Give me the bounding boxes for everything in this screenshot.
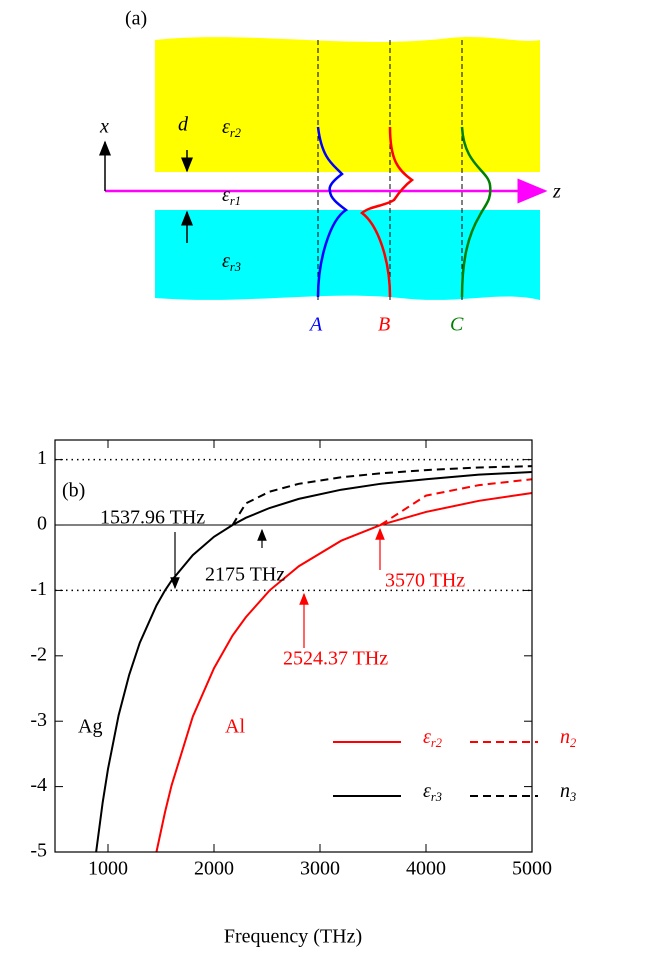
series-line bbox=[156, 493, 532, 852]
y-tick-label: -1 bbox=[30, 578, 47, 600]
y-tick-label: -4 bbox=[30, 774, 47, 796]
panel-b: Frequency (THz) (b) -5 -4 -3 -2 -1 0 1 1000 2000… bbox=[30, 440, 576, 948]
annotation: Al bbox=[225, 716, 245, 738]
page: {"figure_a": {"label": "(a)", "axis_x": … bbox=[0, 0, 666, 953]
mode-label: A bbox=[308, 314, 323, 336]
x-axis-title: Frequency (THz) bbox=[224, 926, 362, 948]
panel-label: (b) bbox=[62, 480, 85, 502]
legend-label: n2 bbox=[560, 726, 576, 750]
x-tick-label: 2000 bbox=[194, 858, 234, 880]
annotation: 2175 THz bbox=[205, 564, 285, 586]
y-tick-label: -3 bbox=[30, 709, 47, 731]
mode-label: C bbox=[450, 314, 464, 336]
x-tick-label: 3000 bbox=[300, 858, 340, 880]
legend-label: εr2 bbox=[423, 726, 442, 750]
x-axis-label: x bbox=[99, 116, 109, 138]
legend-label: εr3 bbox=[423, 780, 442, 804]
x-tick-label: 5000 bbox=[512, 858, 552, 880]
y-tick-label: -2 bbox=[30, 643, 47, 665]
x-tick-label: 4000 bbox=[406, 858, 446, 880]
z-axis-label: z bbox=[552, 181, 561, 203]
annotation: 1537.96 THz bbox=[100, 507, 205, 529]
thickness-label: d bbox=[178, 114, 189, 136]
y-tick-label: 0 bbox=[37, 513, 47, 535]
layer-label: εr1 bbox=[222, 184, 241, 208]
panel-a: (a) x z d εr2 εr1 εr3 A B C bbox=[99, 8, 561, 336]
y-tick-label: 1 bbox=[37, 447, 47, 469]
plot-frame bbox=[55, 440, 532, 852]
mode-label: B bbox=[378, 314, 390, 336]
figure: (a) x z d εr2 εr1 εr3 A B C Frequency (T… bbox=[0, 0, 666, 953]
annotation: 3570 THz bbox=[385, 570, 465, 592]
x-tick-label: 1000 bbox=[88, 858, 128, 880]
annotation: 2524.37 THz bbox=[283, 648, 388, 670]
top-layer bbox=[155, 37, 540, 172]
y-tick-label: -5 bbox=[30, 840, 47, 862]
legend-label: n3 bbox=[560, 780, 576, 804]
bottom-layer bbox=[155, 210, 540, 300]
panel-label: (a) bbox=[125, 8, 147, 30]
annotation: Ag bbox=[78, 716, 102, 738]
